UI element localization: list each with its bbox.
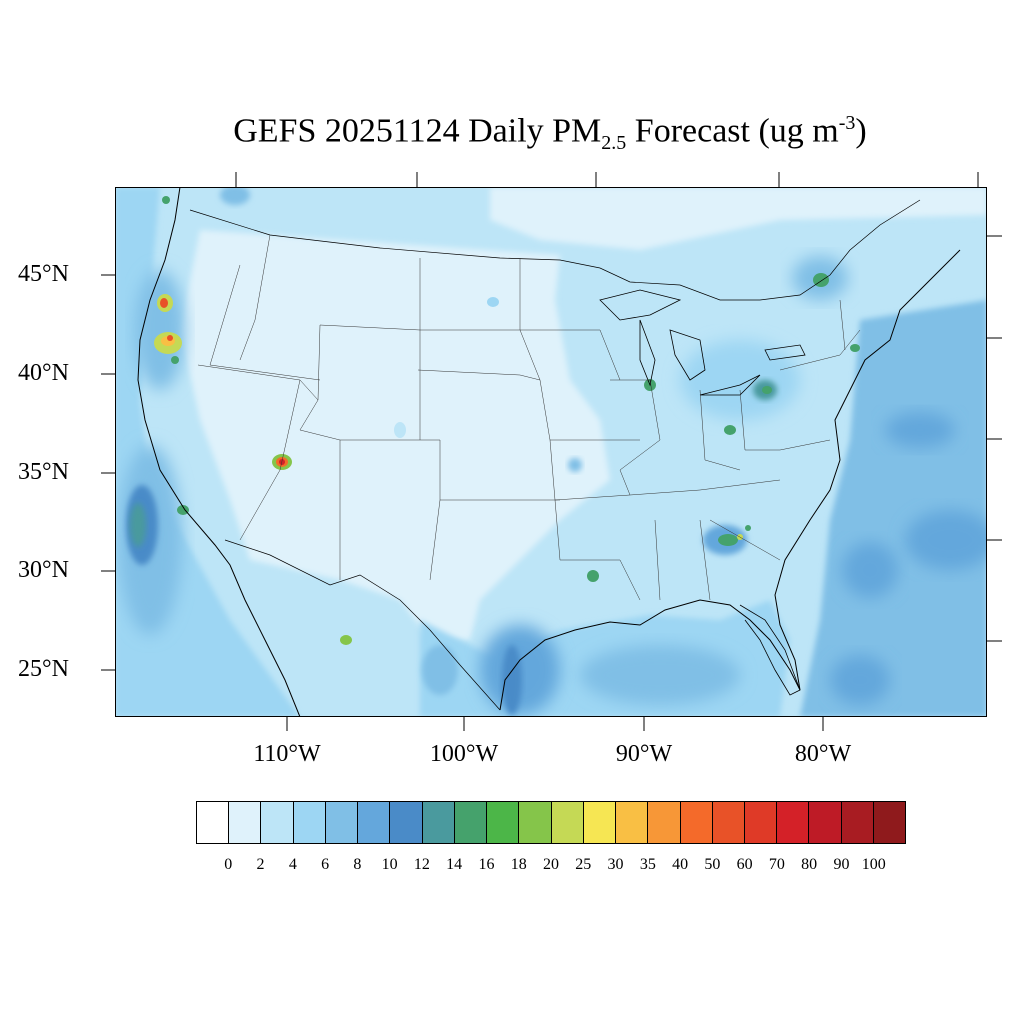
colorbar-tick-label: 35 [639,856,656,873]
colorbar-swatch [648,802,681,843]
state-lines [197,234,861,601]
colorbar-tick-label: 20 [543,856,559,873]
colorbar-swatch [873,802,906,843]
map-title: GEFS 20251124 Daily PM2.5 Forecast (ug m… [0,112,1024,155]
colorbar-swatch [390,802,423,843]
colorbar-swatch [809,802,842,843]
colorbar-swatch [712,802,745,843]
colorbar-swatch [454,802,488,843]
right-ticks [987,235,1002,642]
colorbar-swatch [519,802,552,843]
lat-label-45n: 45°N [18,261,69,287]
lon-label-90w: 90°W [615,741,673,767]
colorbar-swatch [616,802,649,843]
colorbar-tick-label: 80 [801,856,818,873]
colorbar-tick-label: 25 [575,856,592,873]
colorbar-tick-label: 60 [736,856,753,873]
colorbar-tick-label: 16 [478,856,495,873]
title-superscript: -3 [838,112,856,134]
title-subscript: 2.5 [601,132,627,155]
colorbar-swatch [551,802,584,843]
colorbar-tick-label: 50 [704,856,721,873]
colorbar-swatch [293,802,326,843]
colorbar-swatch [680,802,713,843]
bottom-ticks [286,717,824,731]
colorbar-swatch [422,802,455,843]
lat-label-40n: 40°N [18,360,69,386]
title-mid: Forecast (ug m [626,112,839,150]
boundaries [137,187,961,717]
map-frame [115,187,987,717]
lat-label-30n: 30°N [18,557,69,583]
colorbar-swatch [229,802,262,843]
colorbar-tick-label: 2 [256,856,265,873]
lat-label-25n: 25°N [18,656,69,682]
lon-label-110w: 110°W [253,741,321,767]
colorbar-tick-label: 18 [510,856,527,873]
colorbar-tick-label: 4 [288,856,297,873]
lon-label-80w: 80°W [794,741,852,767]
top-ticks [235,172,979,187]
colorbar-tick-label: 70 [768,856,785,873]
colorbar-tick-label: 30 [607,856,624,873]
colorbar-tick-label: 100 [861,856,886,873]
title-main: GEFS 20251124 Daily PM [233,112,602,150]
colorbar-tick-label: 12 [413,856,430,873]
colorbar [196,801,906,844]
left-ticks [101,274,115,671]
colorbar-tick-label: 0 [224,856,233,873]
colorbar-labels: 0 2 4 6 8 10 12 14 16 18 20 25 30 35 40 50 60 70 80 90 100 [196,856,906,876]
lat-label-35n: 35°N [18,459,69,485]
colorbar-swatch [487,802,520,843]
colorbar-swatch [841,802,874,843]
title-end: ) [855,112,867,150]
colorbar-swatch [583,802,617,843]
lon-label-100w: 100°W [429,741,499,767]
colorbar-swatch [777,802,810,843]
colorbar-swatch [358,802,391,843]
colorbar-tick-label: 14 [446,856,463,873]
concentration-field [115,187,987,717]
colorbar-swatch [197,802,230,843]
colorbar-swatch [325,802,359,843]
colorbar-tick-label: 40 [672,856,689,873]
colorbar-tick-label: 8 [353,856,362,873]
colorbar-swatch [261,802,294,843]
colorbar-tick-label: 90 [833,856,850,873]
colorbar-swatch [744,802,778,843]
colorbar-tick-label: 6 [321,856,330,873]
colorbar-tick-label: 10 [381,856,398,873]
